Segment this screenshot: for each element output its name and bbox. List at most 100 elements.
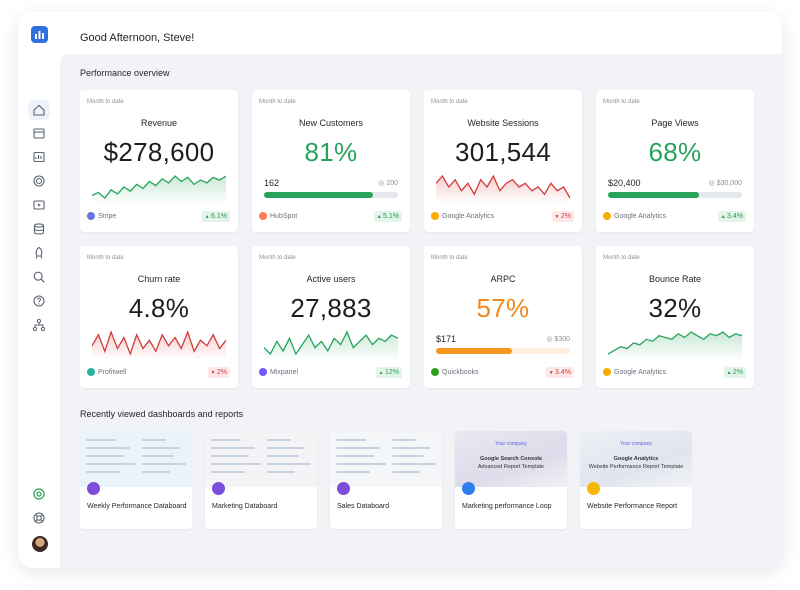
metric-title: Active users [306,274,356,284]
change-value: 12% [384,369,399,376]
metric-title: Website Sessions [467,118,539,128]
progress-bar [608,192,742,198]
preview-row [211,471,245,473]
calendar-icon[interactable] [31,125,47,141]
target-icon[interactable] [31,173,47,189]
data-source: Google Analytics [603,368,666,376]
change-badge: ▼ 2% [207,367,230,378]
preview-row [392,463,436,465]
support-icon[interactable] [31,486,47,502]
sparkline-area [608,332,742,360]
target-icon: ◎ [378,180,387,187]
source-name: Mixpanel [270,368,299,376]
chart-icon[interactable] [31,149,47,165]
sparkline-area [436,176,570,204]
metric-card[interactable]: Month to date Active users 27,883 Mixpanel ▲… [252,246,410,388]
thumbnail-preview [80,431,192,487]
metric-value: 32% [648,293,702,323]
preview-row [336,447,380,449]
goal-target: ◎ $300 [546,335,570,343]
metric-title: Bounce Rate [648,274,702,284]
preview-row [267,471,295,473]
avatar[interactable] [32,536,48,552]
metric-value: 57% [476,293,530,323]
goal-target-value: $300 [554,336,570,343]
period-label: Month to date [259,255,296,261]
preview-title: Google Search Console [479,456,543,462]
period-label: Month to date [431,99,468,105]
search-icon[interactable] [31,269,47,285]
source-logo-icon [603,212,611,220]
preview-row [267,463,311,465]
metric-value: 27,883 [290,293,372,323]
app-window: Good Afternoon, Steve! Performance overv… [18,12,782,568]
preview-row [392,439,416,441]
change-badge: ▲ 3.4% [717,211,746,222]
dashboard-thumbnail[interactable]: Marketing Databoard [205,431,317,529]
sparkline-line [264,330,398,356]
preview-row [142,439,166,441]
database-icon[interactable] [31,221,47,237]
preview-row [86,447,130,449]
source-logo-icon [259,212,267,220]
preview-brand: Your company [495,441,527,447]
home-icon[interactable] [28,100,50,120]
arrow-down-icon: ▼ [548,370,556,376]
hierarchy-icon[interactable] [31,317,47,333]
target-icon: ◎ [708,180,717,187]
preview-brand: Your company [620,441,652,447]
data-source: Google Analytics [603,212,666,220]
sparkline-line [92,330,226,356]
period-label: Month to date [259,99,296,105]
preview-row [267,439,291,441]
metric-title: New Customers [298,118,363,128]
main-content: Performance overview Month to date Revenu… [60,54,782,568]
metric-card[interactable]: Month to date Churn rate 4.8% Profitwell ▼ 2… [80,246,238,388]
preview-row [211,455,249,457]
metric-card[interactable]: Month to date ARPC 57% $171 ◎ $300 Quickbooks… [424,246,582,388]
progress-bar-fill [608,192,700,198]
databox-logo[interactable] [31,26,48,43]
data-source: Stripe [87,212,116,220]
preview-row [86,439,116,441]
preview-row [336,463,386,465]
metric-card[interactable]: Month to date Bounce Rate 32% Google Analyt… [596,246,754,388]
change-value: 3.4% [555,369,571,376]
period-label: Month to date [87,255,124,261]
dashboard-thumbnail[interactable]: Weekly Performance Databoard [80,431,192,529]
metric-card[interactable]: Month to date Website Sessions 301,544 Goog… [424,90,582,232]
preview-row [336,439,366,441]
greeting: Good Afternoon, Steve! [80,32,195,44]
lifebuoy-icon[interactable] [31,510,47,526]
period-label: Month to date [603,99,640,105]
metric-card[interactable]: Month to date Page Views 68% $20,400 ◎ $30,0… [596,90,754,232]
sparkline [92,330,226,360]
source-name: Google Analytics [442,212,495,220]
source-logo-icon [603,368,611,376]
source-logo-icon [87,368,95,376]
progress-bar-fill [264,192,373,198]
dashboard-thumbnail[interactable]: Your company Google Search Console Advance… [455,431,567,529]
source-name: Profitwell [98,368,127,376]
dashboard-thumbnail[interactable]: Sales Databoard [330,431,442,529]
thumbnail-label: Sales Databoard [337,503,390,510]
preview-title: Google Analytics [613,456,659,462]
source-logo-icon [431,368,439,376]
rocket-icon[interactable] [31,245,47,261]
help-icon[interactable] [31,293,47,309]
metric-card[interactable]: Month to date New Customers 81% 162 ◎ 200 Hub… [252,90,410,232]
play-icon[interactable] [31,197,47,213]
progress-bar [264,192,398,198]
preview-row [392,471,420,473]
change-badge: ▲ 12% [375,367,402,378]
change-badge: ▲ 2% [723,367,746,378]
sidebar [18,12,60,568]
progress-bar-fill [436,348,513,354]
metric-value: 68% [648,137,702,167]
data-source: Google Analytics [431,212,494,220]
databoard-icon [462,482,475,495]
preview-row [392,447,430,449]
thumbnail-label: Weekly Performance Databoard [87,503,187,510]
dashboard-thumbnail[interactable]: Your company Google Analytics Website Perf… [580,431,692,529]
metric-card[interactable]: Month to date Revenue $278,600 Stripe ▲ 6.1% [80,90,238,232]
